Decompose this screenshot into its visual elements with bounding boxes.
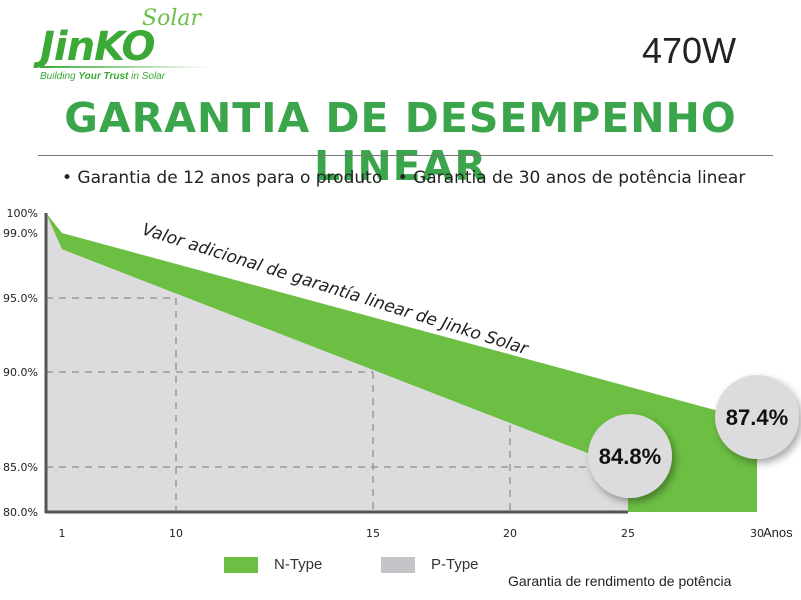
x-tick-label: 15 [366, 527, 380, 540]
end-value-bubble [715, 375, 799, 459]
chart-caption: Garantia de rendimento de potência [508, 573, 732, 589]
y-tick-label: 85.0% [3, 461, 38, 474]
jinko-logo: JinKO Solar Building Your Trust in Solar [38, 4, 218, 84]
legend-swatch-p-type [381, 556, 415, 573]
logo-sub: Solar [142, 6, 201, 31]
logo-brand: JinKO [40, 24, 156, 70]
y-tick-label: 100% [7, 207, 38, 220]
bullet-product: • Garantia de 12 anos para o produto [62, 168, 383, 188]
x-tick-label: 25 [621, 527, 635, 540]
end-value-bubble [588, 414, 672, 498]
power-rating: 470W [642, 30, 737, 71]
bullet-power: • Garantia de 30 anos de potência linear [397, 168, 746, 188]
legend-swatch-n-type [224, 556, 258, 573]
x-tick-label: 20 [503, 527, 517, 540]
logo-divider [40, 66, 210, 68]
end-value-label: 84.8% [599, 444, 661, 469]
legend-n-type: N-Type [224, 556, 322, 573]
y-tick-label: 80.0% [3, 506, 38, 519]
warranty-bullets: • Garantia de 12 anos para o produto • G… [62, 168, 755, 188]
x-tick-label: 30 [750, 527, 764, 540]
end-value-label: 87.4% [726, 405, 788, 430]
y-tick-label: 99.0% [3, 227, 38, 240]
p-type-area [46, 213, 628, 512]
legend-label-p-type: P-Type [431, 556, 479, 573]
title-divider [38, 155, 773, 156]
n-type-area [46, 213, 757, 512]
legend-p-type: P-Type [381, 556, 479, 573]
x-tick-label: 10 [169, 527, 183, 540]
x-tick-label: 1 [59, 527, 66, 540]
x-unit-label: Anos [763, 525, 793, 540]
page-title: GARANTIA DE DESEMPENHO LINEAR [64, 94, 737, 190]
y-tick-label: 90.0% [3, 366, 38, 379]
y-tick-label: 95.0% [3, 292, 38, 305]
legend-label-n-type: N-Type [274, 556, 323, 573]
logo-tagline: Building Your Trust in Solar [40, 71, 166, 82]
